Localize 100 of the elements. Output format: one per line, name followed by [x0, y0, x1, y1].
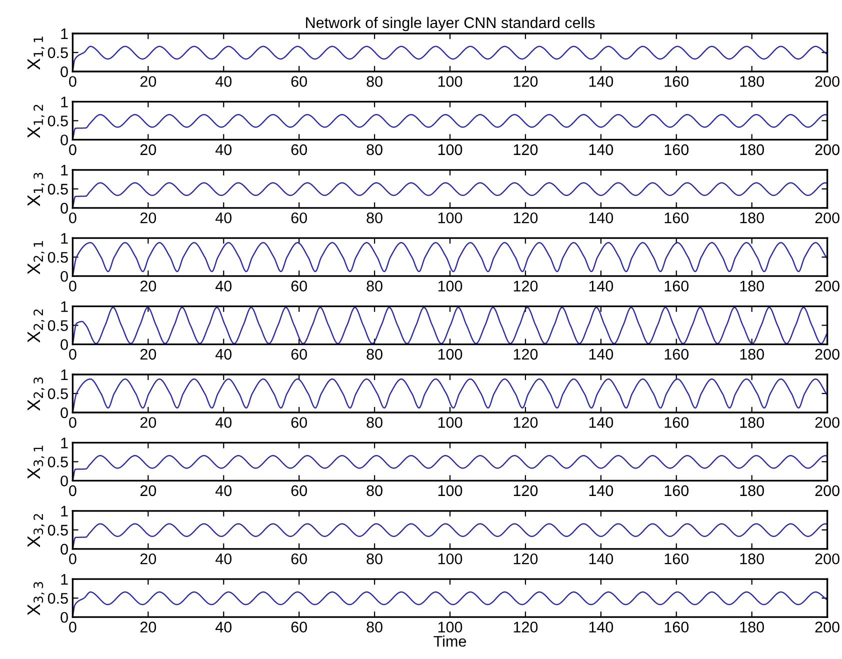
y-axis-title: X$_{3,2}$	[28, 514, 44, 548]
x-tick-label: 160	[664, 485, 689, 496]
x-tick-label: 20	[140, 280, 156, 292]
x-tick-label: 0	[69, 622, 76, 632]
y-tick-label: 0.5	[48, 184, 68, 195]
x-tick-label: 140	[589, 280, 614, 292]
x-tick-label: 160	[664, 417, 689, 428]
x-tick-label: 100	[438, 622, 462, 632]
x-axis-title: Time	[434, 636, 466, 647]
x-tick-label: 100	[438, 144, 462, 156]
y-tick-label: 1	[61, 301, 68, 312]
x-tick-label: 80	[366, 280, 382, 292]
x-tick-label: 200	[815, 553, 840, 564]
x-tick-label: 40	[215, 622, 232, 632]
x-tick-label: 160	[664, 144, 689, 156]
y-axis-title: X$_{2,2}$	[28, 309, 44, 343]
x-tick-label: 40	[215, 417, 232, 428]
x-tick-label: 160	[664, 212, 689, 224]
x-tick-label: 160	[664, 553, 689, 564]
y-tick-label: 1	[61, 574, 68, 585]
x-tick-label: 60	[291, 622, 307, 632]
x-tick-label: 60	[291, 348, 307, 360]
x-tick-label: 20	[140, 76, 156, 87]
x-tick-label: 0	[69, 485, 76, 496]
x-tick-label: 120	[514, 553, 538, 564]
x-tick-label: 180	[740, 417, 764, 428]
x-tick-label: 180	[740, 212, 764, 224]
y-tick-label: 0.5	[48, 116, 68, 126]
y-tick-label: 0.5	[48, 524, 68, 536]
y-tick-label: 0.5	[48, 592, 68, 604]
y-tick-label: 1	[61, 370, 68, 380]
y-tick-label: 0.5	[48, 47, 68, 58]
y-tick-label: 1	[61, 506, 68, 516]
x-tick-label: 120	[514, 76, 538, 87]
x-tick-label: 140	[589, 144, 614, 156]
y-tick-label: 0	[60, 202, 68, 214]
y-tick-label: 0.5	[48, 252, 68, 263]
x-tick-label: 40	[215, 280, 232, 292]
x-tick-label: 20	[140, 212, 156, 224]
y-tick-label: 0.5	[48, 388, 68, 400]
y-tick-label: 1	[61, 438, 68, 448]
x-tick-label: 120	[514, 417, 538, 428]
x-tick-label: 40	[215, 485, 232, 496]
y-tick-label: 0	[60, 134, 68, 146]
x-tick-label: 100	[438, 485, 462, 496]
y-tick-label: 1	[61, 28, 68, 40]
x-tick-label: 120	[514, 212, 538, 224]
y-tick-label: 0.5	[48, 320, 68, 331]
x-tick-label: 80	[366, 144, 382, 156]
x-tick-label: 100	[438, 212, 462, 224]
y-axis-title: X$_{3,1}$	[28, 446, 44, 479]
x-tick-label: 40	[215, 553, 232, 564]
x-tick-label: 0	[69, 212, 76, 224]
x-tick-label: 140	[589, 348, 614, 360]
x-tick-label: 200	[815, 348, 840, 360]
x-tick-label: 140	[589, 485, 614, 496]
x-tick-label: 80	[366, 76, 382, 87]
x-tick-label: 40	[215, 212, 232, 224]
y-axis-title: X$_{1,1}$	[28, 36, 44, 70]
x-tick-label: 80	[366, 485, 382, 496]
x-tick-label: 200	[815, 622, 840, 632]
y-tick-label: 0	[60, 339, 68, 350]
y-tick-label: 0	[60, 407, 68, 418]
x-tick-label: 160	[664, 280, 689, 292]
y-axis-title: X$_{2,1}$	[28, 241, 44, 274]
x-tick-label: 160	[664, 348, 689, 360]
x-tick-label: 180	[740, 280, 764, 292]
x-tick-label: 200	[815, 144, 840, 156]
x-tick-label: 120	[514, 622, 538, 632]
x-tick-label: 140	[589, 76, 614, 87]
x-tick-label: 60	[291, 553, 307, 564]
y-tick-label: 0	[60, 612, 68, 623]
x-tick-label: 120	[514, 485, 538, 496]
x-tick-label: 100	[438, 280, 462, 292]
x-tick-label: 0	[69, 417, 76, 428]
y-tick-label: 1	[61, 164, 68, 176]
x-tick-label: 200	[815, 212, 840, 224]
x-tick-label: 0	[69, 144, 76, 156]
x-tick-label: 80	[366, 212, 382, 224]
x-tick-label: 80	[366, 622, 382, 632]
y-tick-label: 0.5	[48, 456, 68, 468]
x-tick-label: 0	[69, 348, 76, 360]
x-tick-label: 160	[664, 76, 689, 87]
x-tick-label: 20	[140, 417, 156, 428]
x-tick-label: 180	[740, 76, 764, 87]
y-axis-title: X$_{1,3}$	[28, 172, 44, 206]
x-tick-label: 180	[740, 622, 764, 632]
x-tick-label: 60	[291, 212, 307, 224]
x-tick-label: 60	[291, 485, 307, 496]
x-tick-label: 40	[215, 348, 232, 360]
x-tick-label: 0	[69, 553, 76, 564]
y-axis-title: X$_{2,3}$	[28, 377, 44, 411]
y-tick-label: 0	[60, 66, 68, 78]
x-tick-label: 120	[514, 144, 538, 156]
y-tick-label: 1	[61, 96, 68, 108]
x-tick-label: 200	[815, 280, 840, 292]
x-tick-label: 180	[740, 348, 764, 360]
x-tick-label: 80	[366, 553, 382, 564]
x-tick-label: 200	[815, 76, 840, 87]
x-tick-label: 140	[589, 622, 614, 632]
